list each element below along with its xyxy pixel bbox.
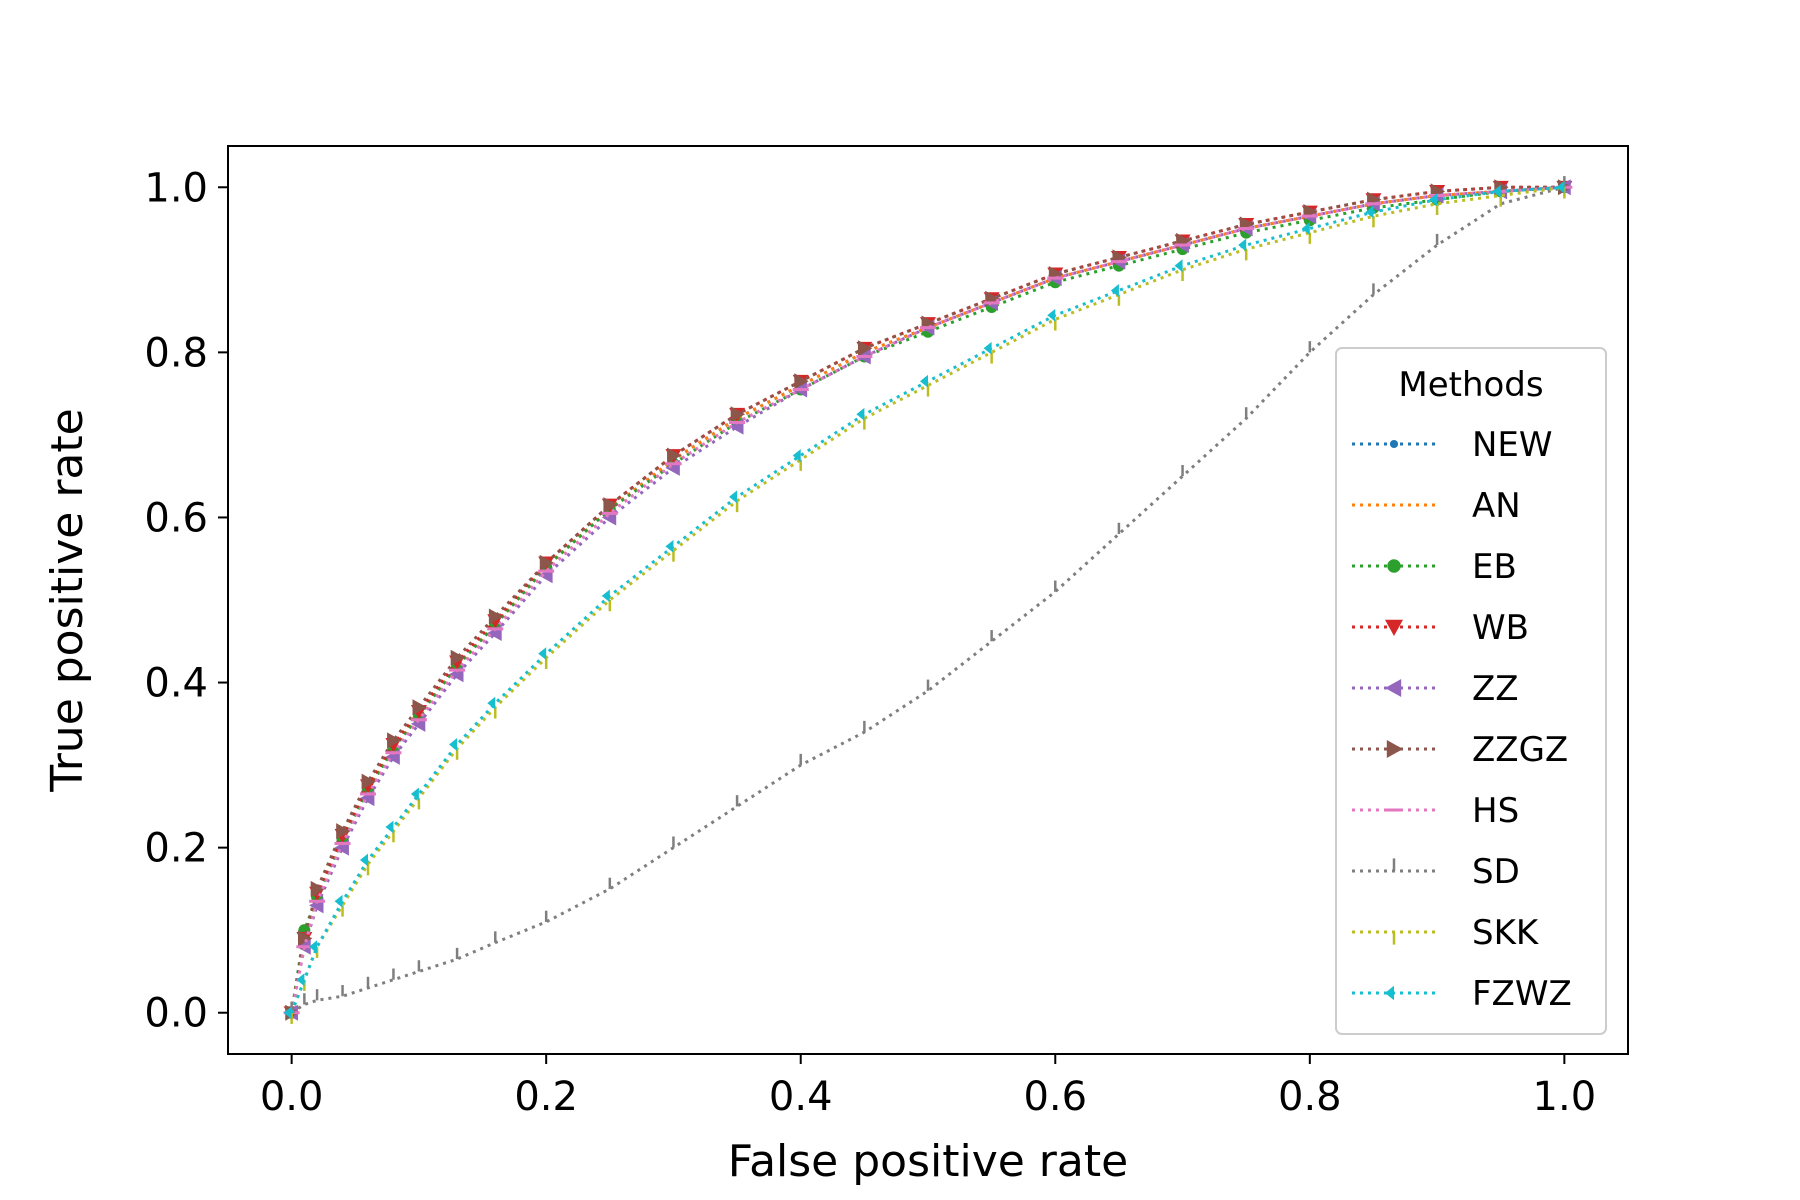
data-point	[487, 696, 496, 710]
data-point	[1556, 180, 1565, 194]
series-line	[290, 185, 1565, 1014]
series-line	[290, 185, 1565, 1013]
data-point	[920, 374, 928, 388]
data-point	[539, 554, 555, 571]
data-point	[1047, 308, 1056, 322]
y-tick-label: 0.0	[144, 991, 208, 1037]
data-point	[385, 820, 394, 834]
data-point	[665, 539, 674, 553]
legend-label: HS	[1472, 791, 1519, 831]
data-point	[856, 407, 865, 421]
data-point	[450, 649, 466, 666]
legend-label: ZZGZ	[1472, 730, 1568, 770]
data-point	[1385, 619, 1403, 636]
data-point	[1385, 679, 1402, 697]
legend-item: FZWZ	[1352, 974, 1572, 1014]
series-line	[290, 185, 1565, 1014]
data-point	[538, 647, 547, 661]
data-point	[1238, 238, 1247, 252]
data-point	[310, 880, 326, 897]
legend-title: Methods	[1398, 365, 1543, 405]
legend-label: ZZ	[1472, 669, 1519, 709]
y-tick-label: 0.2	[144, 826, 208, 872]
data-point	[983, 341, 992, 355]
legend-label: FZWZ	[1472, 974, 1572, 1014]
data-point	[361, 773, 376, 790]
legend-label: SD	[1472, 852, 1520, 892]
data-point	[1492, 185, 1501, 198]
data-point	[603, 497, 618, 514]
legend-label: EB	[1472, 547, 1517, 587]
data-point	[412, 699, 427, 716]
data-point	[1386, 740, 1403, 758]
data-point	[857, 340, 873, 357]
legend-label: NEW	[1472, 425, 1553, 465]
data-point	[410, 787, 419, 801]
legend-item: SD	[1352, 852, 1520, 892]
data-point	[449, 738, 458, 751]
series-line	[290, 185, 1565, 1013]
data-point	[1387, 559, 1401, 573]
data-point	[667, 447, 682, 464]
x-tick-label: 1.0	[1533, 1074, 1597, 1120]
legend-item: NEW	[1352, 425, 1553, 465]
legend-item: EB	[1352, 547, 1517, 587]
x-tick-label: 0.8	[1278, 1074, 1342, 1120]
y-axis-label: True positive rate	[42, 408, 93, 792]
legend-item: ZZGZ	[1352, 730, 1568, 770]
data-point	[1365, 205, 1374, 219]
data-point	[1110, 284, 1119, 297]
data-point	[792, 449, 801, 462]
data-point	[488, 608, 504, 625]
data-point	[334, 894, 343, 908]
x-tick-label: 0.2	[514, 1074, 578, 1120]
plot-frame	[227, 145, 1629, 1055]
y-tick-label: 0.8	[144, 330, 208, 376]
data-point	[336, 823, 351, 840]
data-point	[296, 973, 305, 987]
legend-item: WB	[1352, 608, 1529, 648]
y-tick-label: 1.0	[144, 165, 208, 211]
data-point	[601, 589, 610, 603]
legend-items: NEW AN EB WB ZZ ZZGZ HS SD SKK FZWZ	[1352, 425, 1572, 1014]
x-tick-label: 0.4	[769, 1074, 833, 1120]
x-tick-label: 0.6	[1023, 1074, 1087, 1120]
legend-item: HS	[1352, 791, 1519, 831]
legend: Methods NEW AN EB WB ZZ ZZGZ HS SD SKK FZWZ	[1335, 347, 1607, 1035]
plot-series	[283, 176, 1573, 1024]
x-tick-label: 0.0	[260, 1074, 324, 1120]
data-point	[297, 930, 313, 947]
legend-label: AN	[1472, 486, 1521, 526]
x-axis-ticks: 0.0 0.2 0.4 0.6 0.8 1.0	[260, 1054, 1596, 1120]
data-point	[730, 406, 746, 423]
data-point	[1174, 259, 1183, 273]
series-line	[290, 185, 1565, 1013]
y-tick-label: 0.4	[144, 661, 208, 707]
data-point	[309, 940, 318, 954]
legend-item: ZZ	[1352, 669, 1519, 709]
series-an	[290, 185, 1565, 1013]
legend-item: AN	[1352, 486, 1521, 526]
legend-item: SKK	[1352, 913, 1540, 953]
y-tick-label: 0.6	[144, 495, 208, 541]
data-point	[729, 490, 738, 504]
series-fzwz	[283, 180, 1565, 1020]
x-axis-label: False positive rate	[728, 1136, 1128, 1187]
series-sd	[290, 176, 1566, 1014]
data-point	[387, 732, 402, 749]
data-point	[1385, 985, 1394, 1001]
data-point	[360, 853, 368, 867]
legend-label: WB	[1472, 608, 1529, 648]
legend-label: SKK	[1472, 913, 1540, 953]
data-point	[1389, 439, 1399, 449]
data-point	[794, 373, 809, 390]
data-point	[1429, 193, 1438, 207]
data-point	[1301, 222, 1310, 235]
legend-box	[1335, 347, 1607, 1035]
data-point	[283, 1006, 292, 1020]
y-axis-ticks: 0.0 0.2 0.4 0.6 0.8 1.0	[144, 165, 228, 1037]
